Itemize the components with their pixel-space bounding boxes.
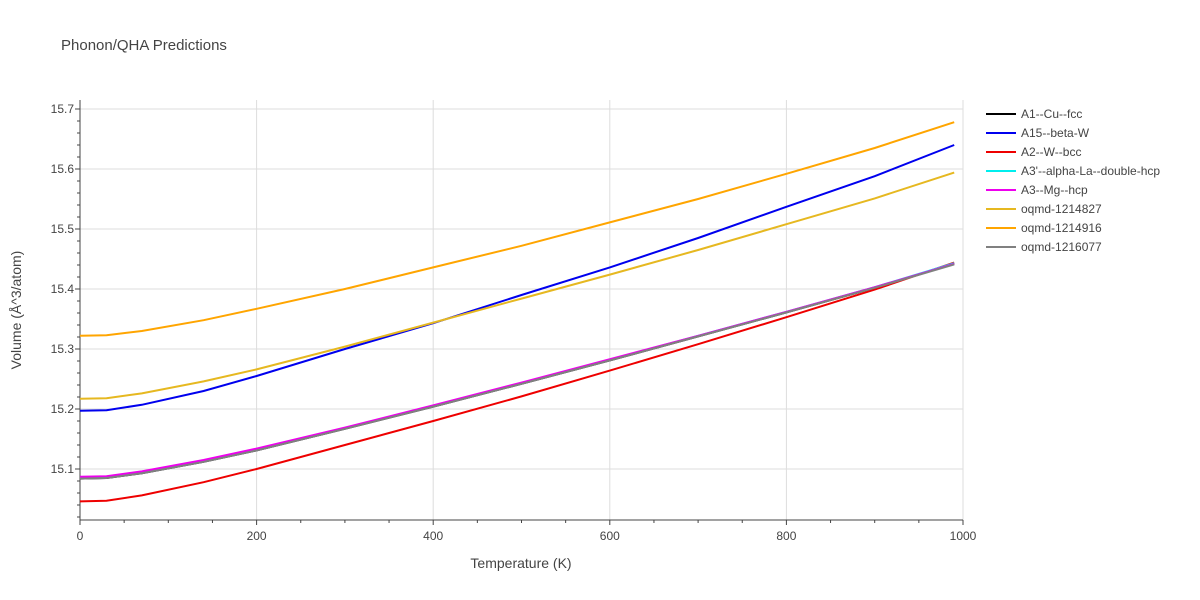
chart-title: Phonon/QHA Predictions [61,37,227,54]
series-line-oqmd-1216077[interactable] [79,263,955,480]
x-axis-title: Temperature (K) [470,555,571,571]
legend-item[interactable]: A15--beta-W [986,126,1090,140]
legend-label: A3'--alpha-La--double-hcp [1021,164,1160,178]
y-tick-labels: 15.1 15.2 15.3 15.4 15.5 15.6 15.7 [51,102,75,476]
x-tick-label: 800 [776,529,796,543]
legend-label: A3--Mg--hcp [1021,183,1088,197]
legend-item[interactable]: A1--Cu--fcc [986,107,1082,121]
y-tick-label: 15.6 [51,162,75,176]
legend-label: A1--Cu--fcc [1021,107,1082,121]
axes [75,100,964,525]
x-tick-label: 0 [77,529,84,543]
legend-label: A15--beta-W [1021,126,1090,140]
legend-item[interactable]: A3'--alpha-La--double-hcp [986,164,1160,178]
legend-item[interactable]: oqmd-1214916 [986,221,1102,235]
grid-lines [79,100,964,520]
legend-item[interactable]: A3--Mg--hcp [986,183,1088,197]
y-axis-title: Volume (Å^3/atom) [8,251,24,370]
legend-label: oqmd-1214916 [1021,221,1102,235]
series-line-oqmd-1214916[interactable] [79,121,955,337]
legend[interactable]: A1--Cu--fcc A15--beta-W A2--W--bcc A3'--alp… [986,107,1160,254]
y-tick-label: 15.7 [51,102,75,116]
series-line-oqmd-1214827[interactable] [79,171,955,400]
legend-label: A2--W--bcc [1021,145,1081,159]
legend-item[interactable]: oqmd-1216077 [986,240,1102,254]
x-tick-label: 600 [600,529,620,543]
y-tick-label: 15.5 [51,222,75,236]
series-line-a2-w-bcc[interactable] [79,261,955,503]
legend-label: oqmd-1216077 [1021,240,1102,254]
series-lines[interactable] [79,121,955,503]
y-tick-label: 15.3 [51,342,75,356]
y-tick-label: 15.4 [51,282,75,296]
x-tick-label: 200 [247,529,267,543]
y-tick-label: 15.1 [51,462,75,476]
legend-label: oqmd-1214827 [1021,202,1102,216]
x-tick-label: 400 [423,529,443,543]
legend-item[interactable]: oqmd-1214827 [986,202,1102,216]
x-tick-label: 1000 [950,529,977,543]
x-tick-labels: 0 200 400 600 800 1000 [77,529,977,543]
legend-item[interactable]: A2--W--bcc [986,145,1081,159]
y-tick-label: 15.2 [51,402,75,416]
